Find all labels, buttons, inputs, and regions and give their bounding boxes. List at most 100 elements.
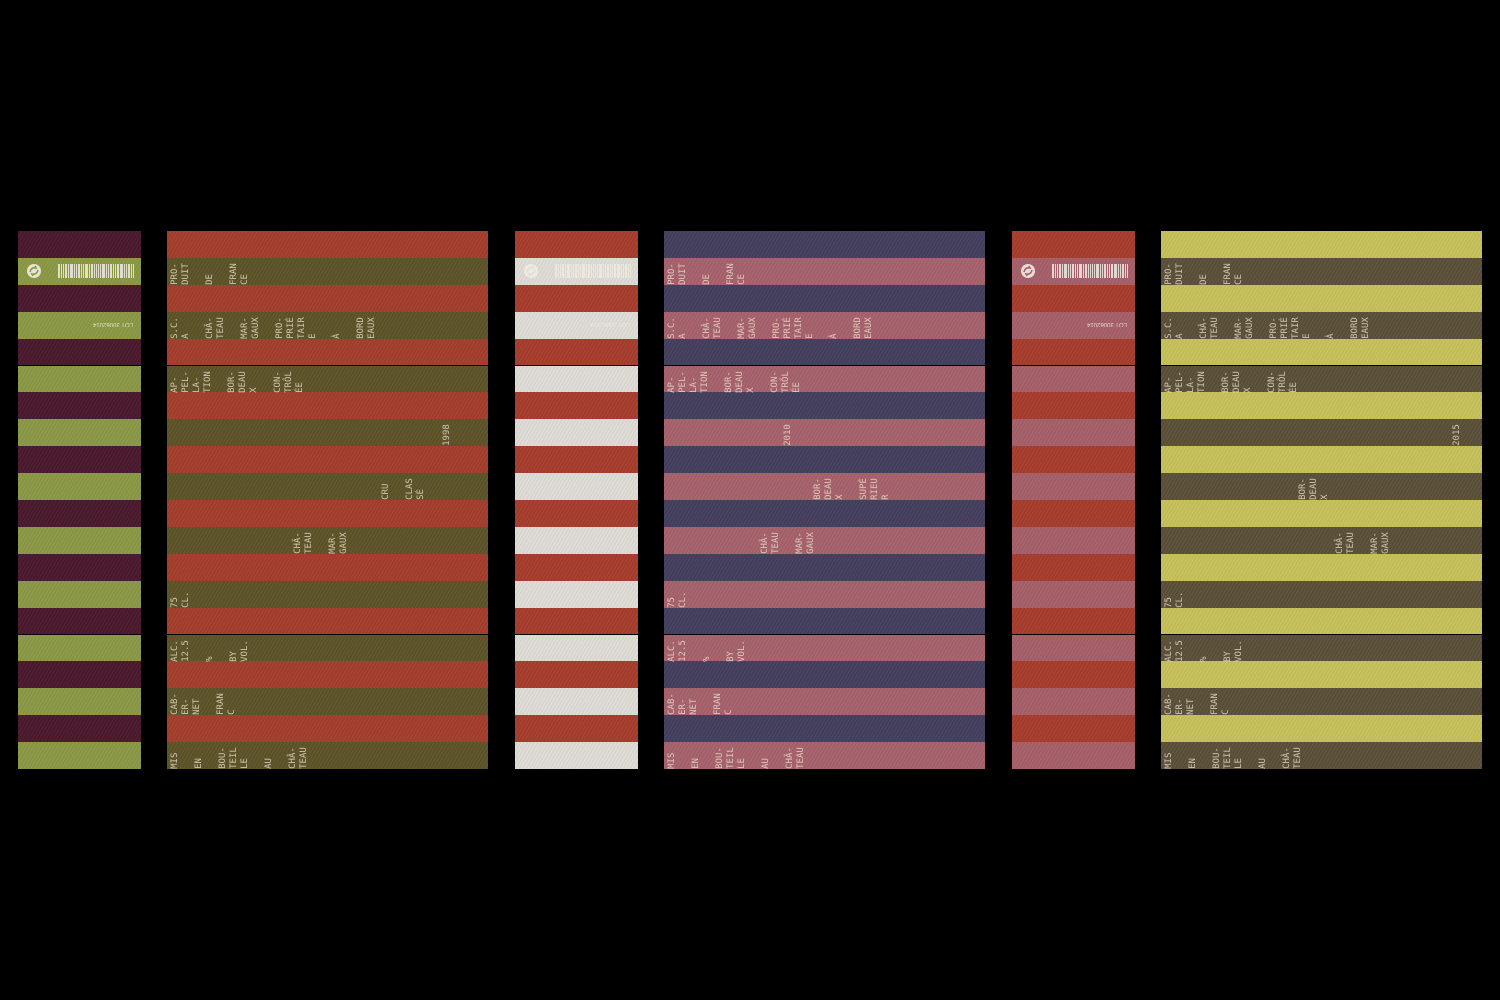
word-line: MAR-: [1234, 316, 1244, 339]
stripe: AP- PEL- LA- TION BOR- DEAU X CON- TRÔL ÉE: [664, 365, 985, 393]
stripe: [664, 338, 985, 366]
stripe: 1998: [167, 419, 488, 447]
stripe: [18, 688, 141, 716]
text-row: S.C. A CHÂ- TEAU MAR- GAUX PRO- PRIÉ TAIR E…: [667, 312, 875, 339]
word-line: FRAN: [1223, 263, 1233, 285]
stripe: [664, 446, 985, 474]
label-word: FRAN CE: [1223, 258, 1245, 285]
stripe: [515, 742, 638, 769]
text-row: CHÂ- TEAU MAR- GAUX: [1335, 527, 1392, 554]
label-word: S.C. A: [170, 312, 192, 339]
word-line: DEAU: [735, 370, 745, 393]
label-word: DE: [1199, 258, 1210, 285]
label-word: CON- TRÔL ÉE: [1267, 366, 1300, 393]
stripe: [167, 553, 488, 581]
label-word: BOR- DEAU X: [1221, 366, 1254, 393]
label-word: ALC. 12.5: [667, 635, 689, 662]
text-row: 75 CL.: [1164, 581, 1186, 607]
word-line: TEAU: [1210, 316, 1220, 339]
stripe: 2010: [664, 419, 985, 447]
label-word: BOR- DEAU X: [227, 366, 260, 393]
label-word: CRU: [381, 473, 392, 500]
barcode: [555, 263, 632, 278]
word-line: À: [1326, 333, 1336, 339]
label-word: BOR- DEAU X: [724, 366, 757, 393]
stripe: [1012, 553, 1135, 581]
stripe: [1012, 419, 1135, 447]
word-line: CE: [1234, 273, 1244, 285]
label-word: AP- PEL- LA- TION: [170, 366, 214, 393]
recycle-swirl-icon: [26, 263, 42, 279]
stripe: [1012, 473, 1135, 500]
label-word: CON- TRÔL ÉE: [273, 366, 306, 393]
word-line: LA-: [192, 376, 202, 393]
stripe: [515, 338, 638, 366]
label-word: BOU- TEIL LE: [715, 742, 748, 769]
text-row: AP- PEL- LA- TION BOR- DEAU X CON- TRÔL ÉE: [667, 366, 803, 393]
stripe: [167, 338, 488, 366]
label-word: AU: [264, 742, 275, 769]
stripe: PRO- DUIT DE FRAN CE: [167, 257, 488, 285]
wine-label: PRO- DUIT DE FRAN CE S.C. A CHÂ- TEAU MAR- GA…: [167, 231, 488, 769]
stripe: AP- PEL- LA- TION BOR- DEAU X CON- TRÔL ÉE: [167, 365, 488, 393]
word-line: AP-: [1164, 376, 1174, 393]
word-line: TION: [1197, 370, 1207, 393]
word-line: CL.: [678, 591, 688, 608]
label-word: À: [829, 312, 840, 338]
word-line: GAUX: [251, 316, 261, 339]
word-line: 12.5: [678, 639, 688, 662]
word-line: NET: [192, 698, 202, 716]
label-word: AP- PEL- LA- TION: [667, 366, 711, 393]
word-line: MAR-: [1370, 532, 1380, 554]
word-line: AP-: [667, 376, 677, 393]
word-line: EN: [691, 758, 701, 769]
label-word: PRO- DUIT: [667, 258, 689, 285]
side-strip-label: LOT 30062014: [515, 231, 638, 769]
word-line: DE: [702, 273, 712, 285]
stripe: [664, 500, 985, 527]
word-line: DE: [1199, 273, 1209, 285]
label-word: PRO- PRIÉ TAIR E: [1269, 312, 1313, 339]
stripe: PRO- DUIT DE FRAN CE: [1161, 257, 1482, 285]
text-row: PRO- DUIT DE FRAN CE: [667, 258, 748, 285]
word-line: CAB-: [170, 693, 180, 716]
word-line: CHÂ-: [205, 316, 215, 339]
label-word: MAR- GAUX: [795, 527, 817, 554]
word-line: TEAU: [299, 747, 309, 769]
barcode: [1052, 263, 1129, 278]
word-line: ALC.: [170, 639, 180, 662]
word-line: PRO-: [772, 316, 782, 339]
stripe: [664, 715, 985, 743]
label-word: EN: [1188, 742, 1199, 769]
word-line: PEL-: [1175, 370, 1185, 393]
label-word: MIS: [170, 742, 181, 769]
stripe: [1161, 661, 1482, 689]
label-word: PRO- PRIÉ TAIR E: [772, 312, 816, 339]
stripe: [515, 473, 638, 500]
word-line: PEL-: [678, 370, 688, 393]
stripe: LOT 30062014: [1012, 311, 1135, 339]
word-line: CHÂ-: [760, 532, 770, 554]
recycle-swirl-icon: [1020, 263, 1036, 279]
word-line: EAUX: [1361, 316, 1371, 339]
word-line: MIS: [667, 752, 677, 769]
stripe: [664, 607, 985, 635]
word-line: PRO-: [170, 263, 180, 285]
word-line: E: [805, 333, 815, 339]
text-row: CHÂ- TEAU MAR- GAUX: [760, 527, 817, 554]
word-line: E: [1302, 333, 1312, 339]
stripe: ALC. 12.5% BY VOL.: [1161, 634, 1482, 662]
word-line: DUIT: [678, 263, 688, 285]
stripe: [18, 634, 141, 662]
word-line: 12.5: [1175, 639, 1185, 662]
word-line: E: [308, 333, 318, 339]
stripe: [515, 365, 638, 393]
stripe: 75 CL.: [167, 580, 488, 608]
word-line: BORD: [356, 316, 366, 339]
label-word: 75 CL.: [667, 581, 689, 608]
text-row: CAB- ER- NET FRAN C: [1164, 688, 1232, 716]
stripe: [1161, 392, 1482, 420]
word-line: CHÂ-: [785, 747, 795, 769]
word-line: MAR-: [328, 532, 338, 554]
text-row: AP- PEL- LA- TION BOR- DEAU X CON- TRÔL ÉE: [1164, 366, 1300, 393]
